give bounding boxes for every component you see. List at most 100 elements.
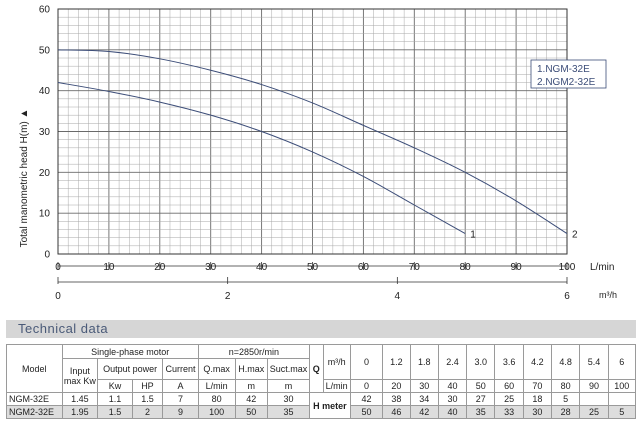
q-m3h-7: 4.8 — [551, 344, 581, 380]
row1-h-1: 38 — [382, 392, 411, 406]
row1-hmax: 42 — [234, 392, 269, 406]
technical-data-banner: Technical data — [6, 320, 636, 338]
section-title: Technical data — [18, 321, 109, 336]
row2-h-7: 28 — [551, 405, 581, 419]
q-m3h-8: 5.4 — [579, 344, 609, 380]
q-lmin-4: 50 — [466, 379, 496, 393]
output-header: Output power — [97, 358, 164, 380]
q-lmin-8: 90 — [579, 379, 609, 393]
hmax-header: H.max — [234, 358, 269, 380]
series-curve-2 — [57, 49, 568, 235]
x-tick-label-lmin: 20 — [154, 262, 166, 273]
row2-h-1: 46 — [382, 405, 411, 419]
y-tick-label: 0 — [44, 250, 50, 261]
q-m3h-0: 0 — [349, 344, 384, 380]
y-tick-label: 40 — [39, 86, 51, 97]
row2-h-0: 50 — [349, 405, 384, 419]
row1-h-4: 27 — [466, 392, 496, 406]
row1-h-6: 18 — [522, 392, 553, 406]
x-tick-label-lmin: 90 — [511, 262, 523, 273]
current-header: Current — [162, 358, 199, 380]
row2-h-3: 40 — [437, 405, 468, 419]
q-m3h-4: 3.0 — [466, 344, 496, 380]
series-end-label-2: 2 — [572, 230, 578, 241]
y-tick-label: 60 — [39, 5, 51, 16]
q-m3h-5: 3.6 — [494, 344, 524, 380]
row2-h-2: 42 — [409, 405, 439, 419]
qmax-header: Q.max — [197, 358, 236, 380]
x-tick-label-lmin: 50 — [307, 262, 319, 273]
row1-model: NGM-32E — [6, 392, 63, 406]
m-unit-suct: m — [267, 379, 310, 393]
x-tick-label-m3h: 2 — [225, 291, 231, 302]
h-meter-header: H meter — [308, 392, 351, 419]
chart-legend: 1.NGM-32E 2.NGM2-32E — [530, 59, 607, 89]
row1-h-3: 30 — [437, 392, 468, 406]
x-tick-label-m3h: 0 — [55, 291, 61, 302]
m-unit-hmax: m — [234, 379, 269, 393]
lmin-unit: L/min — [197, 379, 236, 393]
row1-qmax: 80 — [197, 392, 236, 406]
row1-h-2: 34 — [409, 392, 439, 406]
y-tick-label: 50 — [39, 45, 51, 56]
row1-input: 1.45 — [61, 392, 99, 406]
y-tick-label: 30 — [39, 127, 51, 138]
input-header: Input max Kw — [61, 358, 99, 393]
row2-qmax: 100 — [197, 405, 236, 419]
q-m3h-2: 1.8 — [409, 344, 439, 380]
hp-unit: HP — [131, 379, 164, 393]
chart-grid — [57, 8, 568, 255]
row2-h-4: 35 — [466, 405, 496, 419]
x-tick-label-lmin: 0 — [55, 262, 61, 273]
q-lmin-7: 80 — [551, 379, 581, 393]
technical-data-table: Model Single-phase motor n=2850r/min Q m… — [6, 344, 637, 419]
q-header: Q — [308, 344, 324, 393]
chart-axes: 0 10 20 30 40 50 60 0 10 20 30 40 50 60 70 80 90 100 0 2 4 6 — [39, 5, 576, 303]
x-unit-m3h: m³/h — [599, 290, 617, 300]
q-m3h-9: 6 — [607, 344, 637, 380]
row1-current: 7 — [162, 392, 199, 406]
x-unit-lmin: L/min — [590, 262, 614, 273]
row2-input: 1.95 — [61, 405, 99, 419]
motor-header: Single-phase motor — [61, 344, 199, 359]
x-tick-label-lmin: 70 — [409, 262, 421, 273]
row1-suct: 30 — [267, 392, 310, 406]
row2-model: NGM2-32E — [6, 405, 63, 419]
q-lmin-1: 20 — [382, 379, 411, 393]
q-m3h-1: 1.2 — [382, 344, 411, 380]
row2-h-6: 30 — [522, 405, 553, 419]
x-tick-label-lmin: 60 — [358, 262, 370, 273]
q-lmin-5: 60 — [494, 379, 524, 393]
legend-box — [530, 59, 607, 89]
row2-hmax: 50 — [234, 405, 269, 419]
row1-hp: 1.5 — [131, 392, 164, 406]
row2-suct: 35 — [267, 405, 310, 419]
x-tick-label-lmin: 100 — [559, 262, 576, 273]
plot-frame — [57, 8, 568, 255]
row1-h-8 — [579, 392, 609, 406]
q-lmin-0: 0 — [349, 379, 384, 393]
x-tick-label-lmin: 30 — [205, 262, 217, 273]
series-curve-1 — [57, 82, 466, 235]
q-m3h-label: m³/h — [322, 344, 351, 380]
row1-h-5: 25 — [494, 392, 524, 406]
q-lmin-3: 40 — [437, 379, 468, 393]
row2-h-5: 33 — [494, 405, 524, 419]
x-tick-label-m3h: 4 — [395, 291, 401, 302]
y-tick-label: 10 — [39, 209, 51, 220]
q-lmin-6: 70 — [522, 379, 553, 393]
legend-item-2: 2.NGM2-32E — [537, 77, 596, 88]
row2-current: 9 — [162, 405, 199, 419]
row1-kw: 1.1 — [97, 392, 133, 406]
x-tick-label-lmin: 80 — [460, 262, 472, 273]
row2-h-9: 5 — [607, 405, 637, 419]
y-axis-label: Total manometric head H(m) ▲ — [19, 109, 30, 248]
suct-header: Suct.max — [267, 358, 310, 380]
q-lmin-2: 30 — [409, 379, 439, 393]
row2-hp: 2 — [131, 405, 164, 419]
kw-unit: Kw — [97, 379, 133, 393]
row2-kw: 1.5 — [97, 405, 133, 419]
x-tick-label-lmin: 40 — [256, 262, 268, 273]
